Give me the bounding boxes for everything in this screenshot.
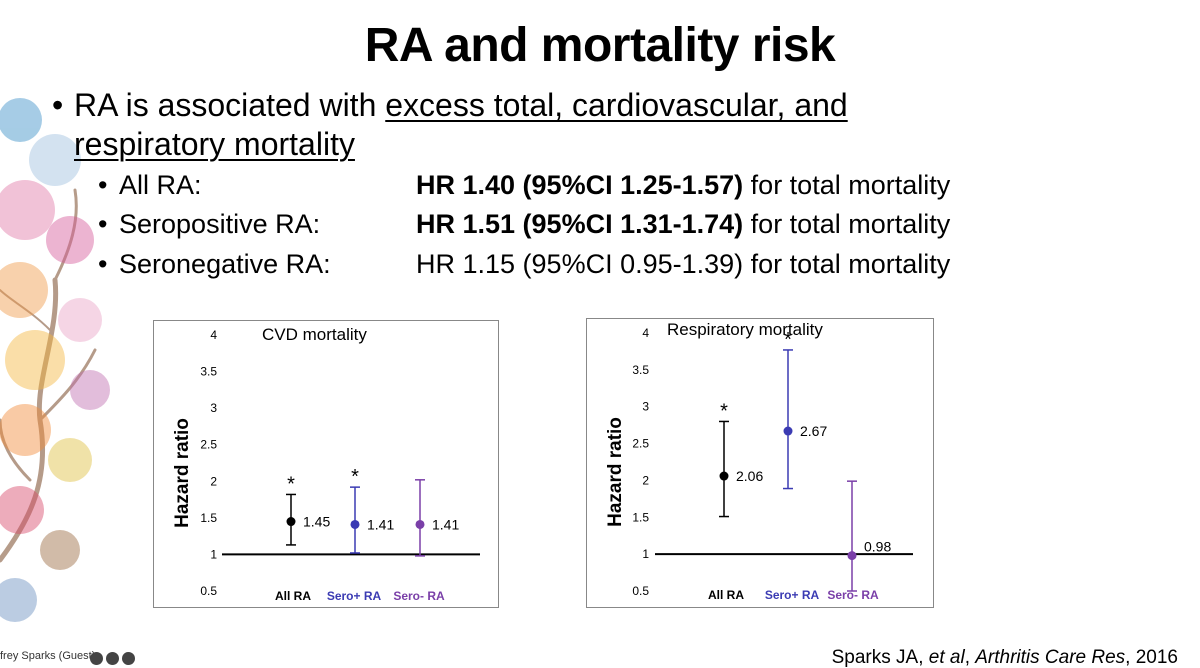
bullet-dot: • (98, 170, 108, 200)
data-label: 0.98 (864, 539, 891, 555)
data-label: 1.41 (367, 516, 394, 532)
data-point (415, 519, 425, 529)
chart-svg: 0.5 1 1.5 2 2.5 3 3.5 4 Hazard ratio Respiratory … (605, 320, 913, 602)
data-point (783, 426, 793, 436)
category-label: All RA (708, 588, 744, 602)
y-tick-label: 1 (642, 547, 649, 561)
sub-bullet-label: Seropositive RA: (119, 209, 321, 239)
decorative-tree-graphic (0, 98, 110, 622)
data-point (286, 517, 296, 527)
y-tick-label: 0.5 (632, 584, 649, 598)
significance-star: * (784, 329, 792, 351)
chart-title: CVD mortality (262, 325, 367, 344)
y-tick-label: 4 (642, 326, 649, 340)
significance-star: * (720, 400, 728, 422)
category-label: Sero- RA (393, 589, 445, 603)
y-tick-label: 1.5 (200, 511, 217, 525)
y-tick-label: 3.5 (200, 365, 217, 379)
category-label: Sero- RA (827, 588, 879, 602)
mic-icon[interactable] (90, 652, 103, 665)
bullet-dot: • (98, 249, 108, 279)
hr-value-plain: HR 1.15 (95%CI 0.95-1.39) for total mort… (416, 249, 951, 279)
main-bullet-prefix: RA is associated with (74, 87, 386, 123)
citation: Sparks JA, et al, Arthritis Care Res, 20… (831, 647, 1178, 668)
chart-title: Respiratory mortality (667, 320, 823, 339)
y-tick-label: 2.5 (632, 437, 649, 451)
chart-cvd-mortality: 0.5 1 1.5 2 2.5 3 3.5 4 Hazard ratio CVD mortalit… (153, 320, 499, 608)
main-bullet-underlined-2: respiratory mortality (74, 126, 355, 162)
y-tick-label: 1 (210, 547, 217, 561)
category-label: Sero+ RA (327, 589, 382, 603)
y-tick-label: 4 (210, 328, 217, 342)
chart-respiratory-mortality: 0.5 1 1.5 2 2.5 3 3.5 4 Hazard ratio Respiratory … (586, 318, 934, 608)
y-tick-label: 0.5 (200, 584, 217, 598)
participant-name-label: frey Sparks (Guest) (0, 650, 96, 662)
arrow-icon[interactable] (122, 652, 135, 665)
y-tick-label: 1.5 (632, 510, 649, 524)
sub-bullet-label: Seronegative RA: (119, 249, 331, 279)
y-tick-label: 3 (210, 401, 217, 415)
more-icon[interactable] (106, 652, 119, 665)
data-label: 1.45 (303, 514, 330, 530)
category-label: All RA (275, 589, 311, 603)
y-tick-label: 3 (642, 400, 649, 414)
significance-star: * (287, 473, 295, 495)
hr-value-bold: HR 1.40 (95%CI 1.25-1.57) (416, 170, 744, 200)
chart-svg: 0.5 1 1.5 2 2.5 3 3.5 4 Hazard ratio CVD mortalit… (172, 325, 480, 603)
main-bullet-underlined-1: excess total, cardiovascular, and (385, 87, 848, 123)
slide-title: RA and mortality risk (364, 19, 836, 72)
citation-authors: Sparks JA, (831, 647, 929, 668)
citation-year: , 2016 (1125, 647, 1178, 668)
data-point (350, 519, 360, 529)
category-label: Sero+ RA (765, 588, 820, 602)
y-axis-label: Hazard ratio (605, 417, 626, 527)
y-tick-label: 2 (210, 474, 217, 488)
y-axis-label: Hazard ratio (172, 418, 193, 528)
bullet-dot: • (52, 87, 64, 123)
hr-value-rest: for total mortality (743, 209, 951, 239)
data-label: 2.67 (800, 423, 827, 439)
bullet-dot: • (98, 209, 108, 239)
meeting-controls[interactable] (90, 652, 150, 668)
data-label: 1.41 (432, 516, 459, 532)
y-tick-label: 2 (642, 473, 649, 487)
hr-value-bold: HR 1.51 (95%CI 1.31-1.74) (416, 209, 744, 239)
sub-bullet-label: All RA: (119, 170, 202, 200)
data-label: 2.06 (736, 468, 763, 484)
y-tick-label: 2.5 (200, 438, 217, 452)
citation-journal: Arthritis Care Res (975, 647, 1126, 668)
data-point (847, 551, 857, 561)
citation-etal: et al (928, 647, 965, 668)
hr-value-rest: for total mortality (743, 170, 951, 200)
y-tick-label: 3.5 (632, 363, 649, 377)
significance-star: * (351, 466, 359, 488)
data-point (719, 471, 729, 481)
